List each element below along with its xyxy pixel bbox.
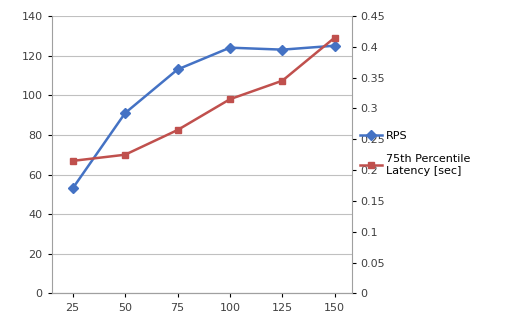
75th Percentile
Latency [sec] [227,97,233,101]
75th Percentile
Latency [sec] [174,128,180,132]
RPS [70,187,76,190]
RPS [332,44,338,48]
Legend: RPS, 75th Percentile
Latency [sec]: RPS, 75th Percentile Latency [sec] [360,131,471,175]
RPS [279,48,285,52]
RPS [227,46,233,49]
75th Percentile
Latency [sec] [332,36,338,40]
75th Percentile
Latency [sec] [70,159,76,163]
RPS [122,111,128,115]
RPS [174,68,180,71]
Line: RPS: RPS [69,42,338,192]
75th Percentile
Latency [sec] [122,153,128,157]
75th Percentile
Latency [sec] [279,79,285,83]
Line: 75th Percentile
Latency [sec]: 75th Percentile Latency [sec] [69,34,338,164]
